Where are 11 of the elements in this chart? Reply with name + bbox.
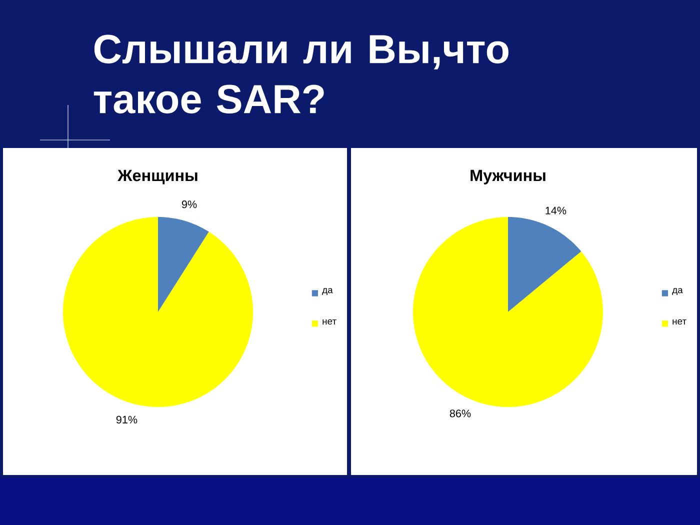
legend-label: нет xyxy=(672,319,686,325)
data-label: 14% xyxy=(546,206,566,214)
chart-title: Мужчины xyxy=(470,170,546,184)
data-label: 91% xyxy=(116,416,138,424)
legend-label: нет xyxy=(322,319,336,325)
data-label: 86% xyxy=(450,410,471,418)
legend-label: да xyxy=(672,288,683,296)
data-label: 9% xyxy=(182,200,197,208)
text: Слышали ли Вы,что такое SAR? xyxy=(94,34,508,114)
chart-title: Женщины xyxy=(118,170,198,184)
legend-label: да xyxy=(322,288,333,296)
